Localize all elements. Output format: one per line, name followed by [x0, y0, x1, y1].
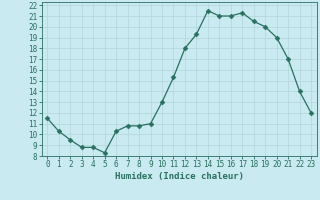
X-axis label: Humidex (Indice chaleur): Humidex (Indice chaleur) — [115, 172, 244, 181]
